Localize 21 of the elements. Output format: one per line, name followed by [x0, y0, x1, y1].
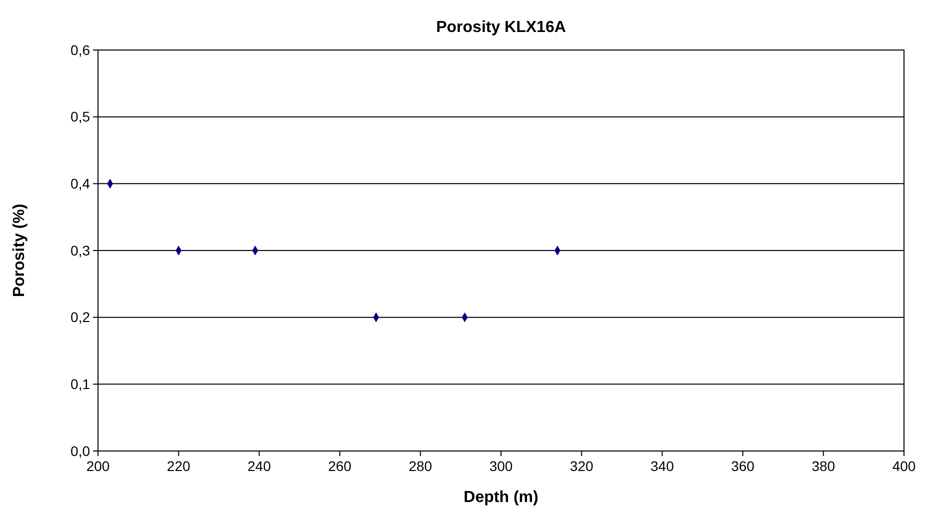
y-axis-title: Porosity (%)	[11, 204, 28, 298]
x-tick-label: 240	[248, 458, 272, 474]
x-tick-label: 320	[570, 458, 594, 474]
x-axis-title: Depth (m)	[464, 489, 538, 506]
x-tick-label: 340	[650, 458, 674, 474]
x-tick-label: 220	[166, 458, 190, 474]
x-tick-label: 300	[489, 458, 513, 474]
x-tick-label: 260	[328, 458, 352, 474]
y-tick-label: 0,1	[70, 376, 90, 392]
y-tick-label: 0,5	[70, 108, 90, 125]
y-tick-label: 0,2	[70, 309, 90, 326]
x-tick-label: 200	[86, 458, 110, 474]
x-tick-label: 400	[892, 458, 916, 474]
chart-title: Porosity KLX16A	[436, 19, 566, 36]
y-tick-label: 0,6	[70, 42, 90, 58]
y-tick-label: 0,4	[70, 176, 90, 192]
y-tick-label: 0,0	[70, 442, 90, 459]
x-tick-label: 360	[731, 458, 755, 474]
x-tick-label: 380	[812, 458, 836, 474]
x-tick-label: 280	[408, 458, 432, 474]
y-tick-label: 0,3	[70, 242, 90, 258]
